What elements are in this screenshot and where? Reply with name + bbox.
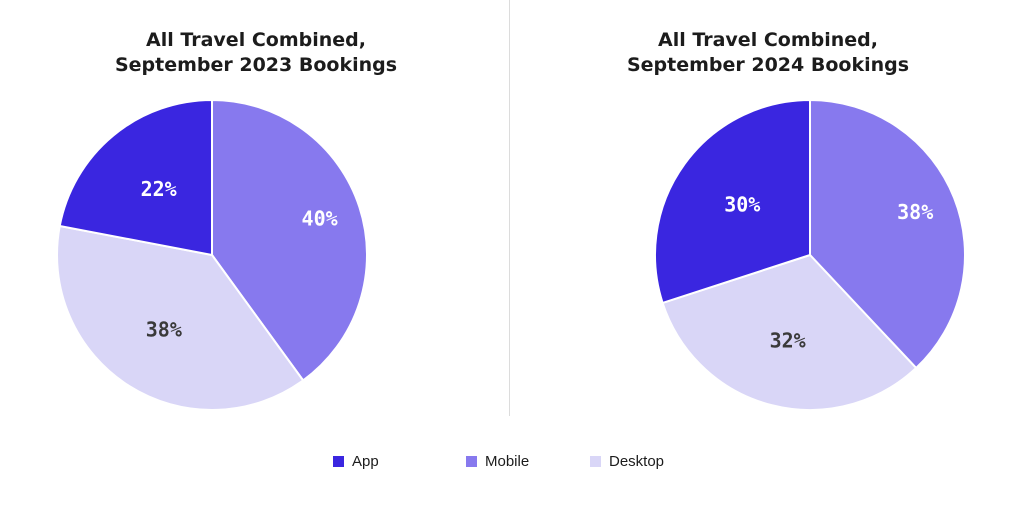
slice-label-desktop: 32%: [770, 329, 806, 353]
pie-slice-app: [58, 99, 213, 256]
chart-title: All Travel Combined, September 2024 Book…: [512, 28, 1024, 78]
pie-slice-desktop: [661, 254, 918, 411]
divider: [509, 0, 510, 416]
pie-chart: 40% 38% 22%: [56, 99, 368, 411]
legend-item-desktop: Desktop: [590, 450, 664, 472]
chart-2023: All Travel Combined, September 2023 Book…: [0, 0, 512, 430]
pie-slice-app: [654, 99, 811, 304]
slice-label-app: 22%: [141, 177, 177, 201]
pie-slice-mobile: [809, 99, 966, 369]
legend: App Mobile Desktop: [0, 450, 1024, 472]
pie-slice-mobile: [211, 99, 368, 382]
pie-slice-desktop: [56, 224, 305, 411]
legend-item-mobile: Mobile: [466, 450, 529, 472]
legend-swatch-mobile: [466, 455, 477, 467]
legend-label: Mobile: [485, 452, 530, 470]
legend-item-app: App: [333, 450, 379, 472]
chart-2024: All Travel Combined, September 2024 Book…: [512, 0, 1024, 430]
legend-label: App: [352, 452, 379, 470]
legend-swatch-app: [333, 455, 344, 467]
chart-title: All Travel Combined, September 2023 Book…: [0, 28, 512, 78]
chart-title-line-1: All Travel Combined,: [658, 29, 878, 51]
pie-chart: 38% 32% 30%: [654, 99, 966, 411]
slice-label-mobile: 40%: [302, 207, 338, 231]
legend-swatch-desktop: [590, 455, 601, 467]
slice-label-app: 30%: [724, 192, 760, 216]
slice-label-mobile: 38%: [897, 200, 933, 224]
chart-title-line-1: All Travel Combined,: [146, 29, 366, 51]
slice-label-desktop: 38%: [146, 317, 182, 341]
chart-title-line-2: September 2024 Bookings: [626, 54, 910, 76]
chart-title-line-2: September 2023 Bookings: [114, 54, 398, 76]
legend-label: Desktop: [609, 452, 665, 470]
